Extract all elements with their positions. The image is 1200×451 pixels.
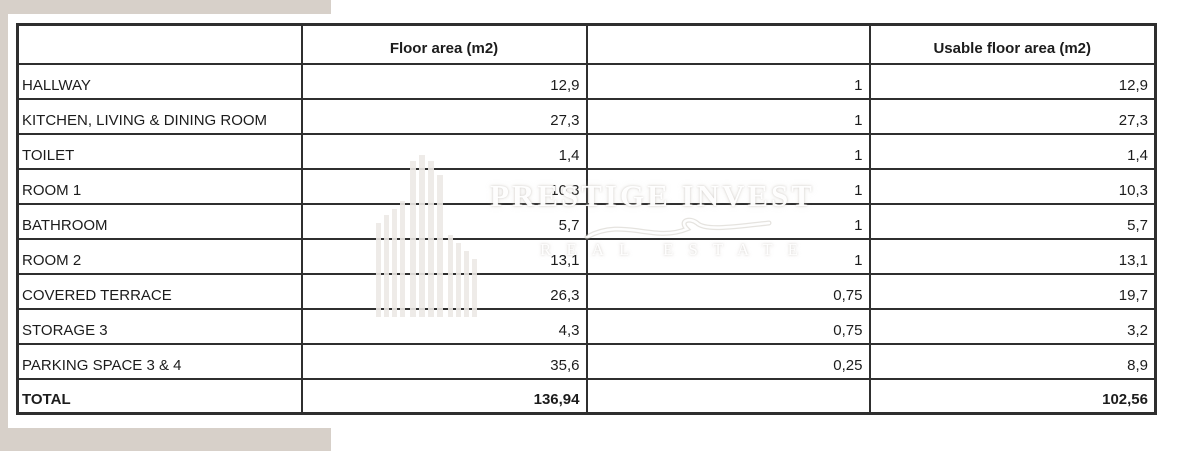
background-accent-left	[0, 0, 8, 451]
usable-area-cell: 5,7	[868, 202, 1157, 240]
table-row: ROOM 1 10,3 1 10,3	[16, 167, 1157, 205]
coefficient-cell: 1	[585, 167, 871, 205]
usable-area-cell: 27,3	[868, 97, 1157, 135]
table-row: COVERED TERRACE 26,3 0,75 19,7	[16, 272, 1157, 310]
floor-area-cell: 26,3	[300, 272, 588, 310]
room-name-cell: ROOM 2	[16, 237, 303, 275]
floor-area-cell: 13,1	[300, 237, 588, 275]
table-row: STORAGE 3 4,3 0,75 3,2	[16, 307, 1157, 345]
table-row: ROOM 2 13,1 1 13,1	[16, 237, 1157, 275]
coefficient-cell: 0,75	[585, 272, 871, 310]
floor-area-cell: 27,3	[300, 97, 588, 135]
room-name-cell: COVERED TERRACE	[16, 272, 303, 310]
usable-area-cell: 10,3	[868, 167, 1157, 205]
background-accent-top	[0, 0, 331, 14]
room-name-cell: KITCHEN, LIVING & DINING ROOM	[16, 97, 303, 135]
header-usable-area: Usable floor area (m2)	[868, 23, 1157, 65]
floor-area-cell: 4,3	[300, 307, 588, 345]
background-accent-bottom	[0, 428, 331, 451]
room-name-cell: HALLWAY	[16, 62, 303, 100]
table-row: KITCHEN, LIVING & DINING ROOM 27,3 1 27,…	[16, 97, 1157, 135]
table-row: HALLWAY 12,9 1 12,9	[16, 62, 1157, 100]
coefficient-cell: 0,75	[585, 307, 871, 345]
usable-area-cell: 3,2	[868, 307, 1157, 345]
floor-area-cell: 1,4	[300, 132, 588, 170]
room-name-cell: PARKING SPACE 3 & 4	[16, 342, 303, 380]
room-name-cell: BATHROOM	[16, 202, 303, 240]
table-row: TOILET 1,4 1 1,4	[16, 132, 1157, 170]
header-floor-area: Floor area (m2)	[300, 23, 588, 65]
room-name-cell: ROOM 1	[16, 167, 303, 205]
usable-area-cell: 8,9	[868, 342, 1157, 380]
coefficient-cell: 1	[585, 97, 871, 135]
coefficient-cell: 1	[585, 202, 871, 240]
floor-area-cell: 12,9	[300, 62, 588, 100]
usable-area-cell: 1,4	[868, 132, 1157, 170]
table-row: BATHROOM 5,7 1 5,7	[16, 202, 1157, 240]
coefficient-cell: 0,25	[585, 342, 871, 380]
usable-area-cell: 19,7	[868, 272, 1157, 310]
floor-area-cell: 5,7	[300, 202, 588, 240]
total-floor-area-cell: 136,94	[300, 377, 588, 415]
floor-area-cell: 35,6	[300, 342, 588, 380]
header-room	[16, 23, 303, 65]
total-coefficient-cell	[585, 377, 871, 415]
floor-area-document: Floor area (m2) Usable floor area (m2) H…	[16, 23, 1157, 415]
usable-area-cell: 12,9	[868, 62, 1157, 100]
usable-area-cell: 13,1	[868, 237, 1157, 275]
table-header-row: Floor area (m2) Usable floor area (m2)	[16, 23, 1157, 65]
total-label-cell: TOTAL	[16, 377, 303, 415]
table-total-row: TOTAL 136,94 102,56	[16, 377, 1157, 415]
coefficient-cell: 1	[585, 237, 871, 275]
coefficient-cell: 1	[585, 62, 871, 100]
total-usable-area-cell: 102,56	[868, 377, 1157, 415]
coefficient-cell: 1	[585, 132, 871, 170]
header-coefficient	[585, 23, 871, 65]
floor-area-table: Floor area (m2) Usable floor area (m2) H…	[16, 23, 1157, 415]
room-name-cell: STORAGE 3	[16, 307, 303, 345]
room-name-cell: TOILET	[16, 132, 303, 170]
table-row: PARKING SPACE 3 & 4 35,6 0,25 8,9	[16, 342, 1157, 380]
floor-area-cell: 10,3	[300, 167, 588, 205]
